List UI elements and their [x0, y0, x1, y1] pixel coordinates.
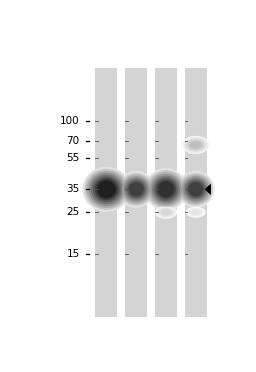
Bar: [125, 68, 147, 317]
Ellipse shape: [148, 172, 184, 207]
Ellipse shape: [190, 141, 201, 148]
Ellipse shape: [127, 180, 145, 198]
Ellipse shape: [119, 173, 153, 206]
Ellipse shape: [155, 206, 177, 219]
Ellipse shape: [150, 174, 182, 205]
Ellipse shape: [186, 207, 206, 218]
Ellipse shape: [183, 137, 208, 153]
Ellipse shape: [125, 179, 147, 200]
Ellipse shape: [157, 207, 174, 217]
Ellipse shape: [156, 179, 176, 199]
Ellipse shape: [187, 139, 205, 151]
Bar: [155, 68, 177, 317]
Ellipse shape: [87, 171, 126, 208]
Text: 55: 55: [66, 153, 80, 163]
Ellipse shape: [93, 176, 120, 202]
Ellipse shape: [154, 177, 178, 201]
Ellipse shape: [188, 208, 203, 216]
Ellipse shape: [192, 210, 200, 214]
Ellipse shape: [144, 168, 187, 211]
Ellipse shape: [183, 177, 208, 201]
Ellipse shape: [97, 180, 116, 198]
Ellipse shape: [177, 171, 215, 208]
Ellipse shape: [187, 208, 204, 217]
Ellipse shape: [159, 208, 172, 216]
Ellipse shape: [185, 138, 206, 152]
Ellipse shape: [182, 136, 210, 154]
Ellipse shape: [184, 137, 207, 153]
Ellipse shape: [152, 176, 180, 203]
Ellipse shape: [178, 173, 213, 206]
Ellipse shape: [188, 140, 204, 150]
Ellipse shape: [84, 169, 128, 210]
Ellipse shape: [185, 179, 206, 200]
Ellipse shape: [117, 171, 155, 208]
Text: 15: 15: [66, 249, 80, 259]
Ellipse shape: [162, 210, 170, 215]
Ellipse shape: [161, 209, 171, 215]
Ellipse shape: [157, 181, 174, 198]
Ellipse shape: [188, 182, 203, 196]
Ellipse shape: [189, 141, 202, 149]
Ellipse shape: [189, 209, 202, 216]
Ellipse shape: [158, 208, 173, 217]
Ellipse shape: [146, 170, 186, 209]
Ellipse shape: [180, 174, 211, 204]
Ellipse shape: [122, 176, 150, 203]
Ellipse shape: [91, 174, 122, 204]
Ellipse shape: [157, 207, 175, 218]
Bar: [185, 68, 207, 317]
Ellipse shape: [186, 207, 205, 217]
Text: 70: 70: [67, 136, 80, 145]
Ellipse shape: [191, 209, 200, 215]
Ellipse shape: [187, 180, 205, 198]
Text: 100: 100: [60, 116, 80, 125]
Text: 35: 35: [66, 184, 80, 194]
Ellipse shape: [121, 174, 152, 204]
Text: 25: 25: [66, 207, 80, 217]
Ellipse shape: [182, 176, 210, 203]
Ellipse shape: [95, 179, 118, 200]
Ellipse shape: [89, 173, 124, 206]
Ellipse shape: [156, 206, 176, 218]
Ellipse shape: [124, 177, 148, 201]
Polygon shape: [205, 184, 211, 195]
Ellipse shape: [190, 209, 201, 215]
Bar: [95, 68, 117, 317]
Ellipse shape: [129, 182, 144, 196]
Ellipse shape: [82, 167, 130, 212]
